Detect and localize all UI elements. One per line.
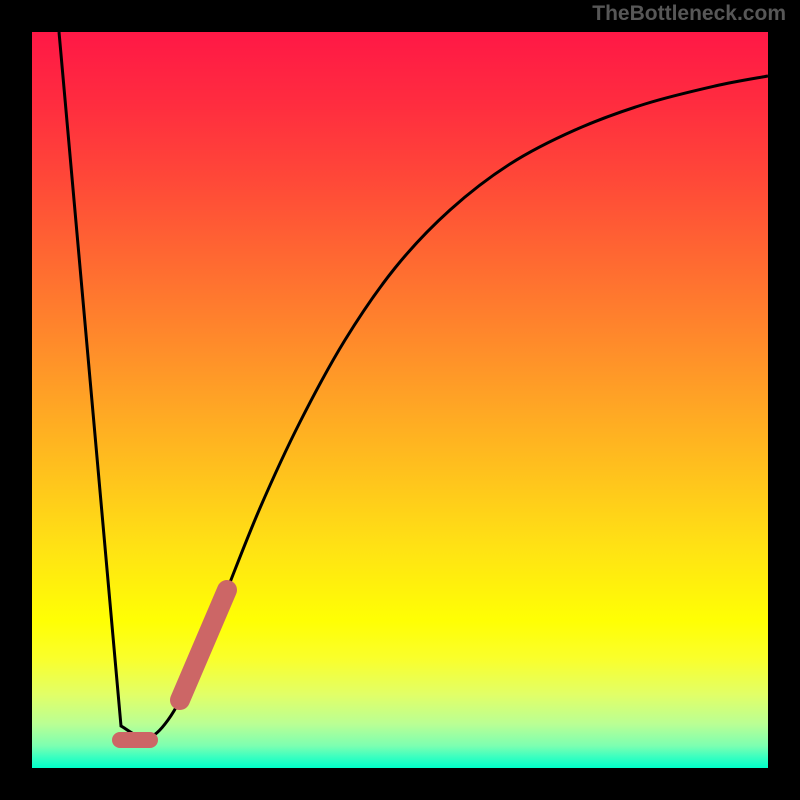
chart-container: TheBottleneck.com xyxy=(0,0,800,800)
plot-gradient-background xyxy=(32,32,768,768)
watermark-text: TheBottleneck.com xyxy=(592,2,786,26)
chart-svg xyxy=(0,0,800,800)
